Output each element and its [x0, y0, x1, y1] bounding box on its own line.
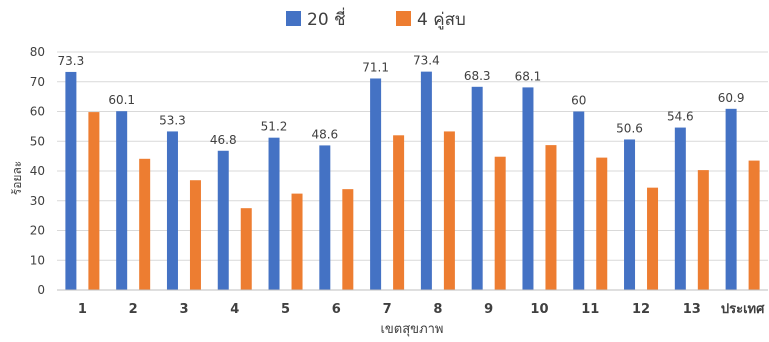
data-label: 48.6: [311, 127, 338, 141]
y-axis-ticks: 0 10 20 30 40 50 60 70 80: [30, 45, 45, 297]
legend: 20 ชี่ 4 คู่สบ: [286, 7, 466, 30]
bar-series-2-5: [291, 193, 303, 290]
bar-series-2-1: [88, 112, 100, 290]
data-label: 71.1: [362, 60, 389, 74]
x-tick-label: 12: [632, 302, 650, 317]
data-label: 60: [571, 94, 586, 108]
bars: [65, 71, 760, 291]
bar-series-1-6: [319, 145, 331, 290]
data-label: 60.9: [718, 91, 745, 105]
x-tick-label: 13: [683, 302, 701, 317]
bar-series-1-4: [217, 150, 229, 290]
y-tick-label: 80: [30, 45, 45, 59]
legend-label-series-1: 20 ชี่: [307, 7, 346, 30]
bar-series-2-12: [647, 187, 659, 290]
y-tick-label: 0: [37, 283, 45, 297]
legend-swatch-series-1: [286, 11, 301, 26]
bar-series-2-6: [342, 189, 354, 290]
x-tick-label: 3: [179, 302, 188, 317]
data-label: 68.1: [515, 69, 542, 83]
x-tick-label: 10: [530, 302, 548, 317]
bar-series-2-8: [443, 131, 455, 290]
x-tick-label: 8: [433, 302, 442, 317]
x-tick-label: 2: [129, 302, 138, 317]
data-label: 73.4: [413, 54, 440, 68]
x-tick-label: 11: [581, 302, 599, 317]
y-tick-label: 70: [30, 75, 45, 89]
bar-series-1-11: [573, 111, 585, 290]
data-label: 60.1: [108, 93, 135, 107]
bar-series-1-12: [624, 139, 636, 290]
y-tick-label: 30: [30, 194, 45, 208]
bar-series-2-3: [189, 180, 201, 290]
data-label: 51.2: [261, 120, 288, 134]
bar-series-2-11: [596, 157, 608, 290]
y-axis-title: ร้อยละ: [10, 161, 24, 195]
bar-series-2-4: [240, 208, 252, 290]
bar-series-1-ประเทศ: [725, 108, 737, 290]
y-tick-label: 40: [30, 164, 45, 178]
y-tick-label: 50: [30, 134, 45, 148]
bar-series-1-10: [522, 87, 534, 290]
x-axis-title: เขตสุขภาพ: [380, 322, 443, 337]
bar-series-2-7: [393, 135, 405, 290]
x-axis-ticks: 1 2 3 4 5 6 7 8 9 10 11 12 13 ประเทศ: [78, 302, 765, 317]
y-tick-label: 10: [30, 253, 45, 267]
bar-series-2-ประเทศ: [748, 160, 760, 290]
legend-label-series-2: 4 คู่สบ: [417, 10, 466, 30]
bar-series-1-7: [370, 78, 382, 290]
x-tick-label: 6: [332, 302, 341, 317]
bar-series-1-2: [116, 111, 128, 290]
data-labels: 73.3 60.1 53.3 46.8 51.2 48.6 71.1 73.4 68.3 68.1…: [58, 54, 745, 147]
data-label: 73.3: [58, 54, 85, 68]
x-tick-label: 5: [281, 302, 290, 317]
x-tick-label: 1: [78, 302, 87, 317]
gridlines: [57, 51, 768, 261]
y-tick-label: 20: [30, 224, 45, 238]
x-tick-label: 9: [484, 302, 493, 317]
bar-series-2-2: [139, 158, 151, 290]
bar-series-1-3: [166, 131, 178, 290]
data-label: 50.6: [616, 121, 643, 135]
data-label: 46.8: [210, 133, 237, 147]
legend-swatch-series-2: [396, 11, 411, 26]
data-label: 68.3: [464, 69, 491, 83]
bar-series-2-9: [494, 156, 506, 290]
bar-series-2-10: [545, 145, 557, 290]
bar-series-1-8: [420, 71, 432, 290]
x-tick-label: ประเทศ: [721, 302, 765, 317]
data-label: 53.3: [159, 113, 186, 127]
y-tick-label: 60: [30, 105, 45, 119]
x-tick-label: 4: [230, 302, 239, 317]
bar-series-2-13: [697, 170, 709, 290]
bar-series-1-1: [65, 71, 77, 291]
data-label: 54.6: [667, 110, 694, 124]
bar-series-1-9: [471, 86, 483, 291]
bar-series-1-13: [674, 127, 686, 290]
x-tick-label: 7: [383, 302, 392, 317]
bar-series-1-5: [268, 137, 280, 290]
